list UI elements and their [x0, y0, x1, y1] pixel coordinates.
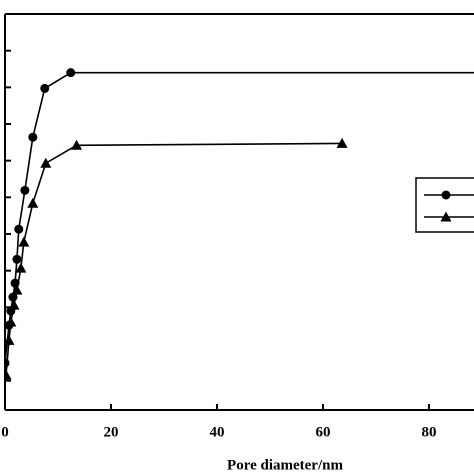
marker: [5, 316, 17, 327]
series-line: [5, 71, 474, 364]
marker: [11, 284, 23, 295]
legend-box: [415, 177, 474, 233]
marker: [8, 299, 20, 310]
marker: [40, 157, 52, 168]
marker: [5, 334, 15, 345]
marker: [336, 137, 348, 148]
plot-area: [5, 68, 474, 380]
series-line: [5, 142, 343, 376]
x-tick-label: 80: [421, 424, 436, 440]
marker: [71, 139, 83, 150]
marker: [66, 68, 76, 78]
marker: [28, 132, 38, 142]
x-tick-label: 20: [103, 424, 118, 440]
x-tick-label: 40: [209, 424, 224, 440]
marker: [18, 236, 30, 247]
x-axis-label: Pore diameter/nm: [227, 457, 343, 473]
marker: [5, 369, 12, 380]
x-tick-label: 0: [1, 424, 9, 440]
marker: [40, 83, 50, 93]
legend-marker: [440, 211, 452, 222]
marker: [14, 224, 24, 234]
marker: [27, 197, 39, 208]
legend-marker: [441, 190, 451, 200]
x-tick-label: 60: [315, 424, 330, 440]
marker: [5, 358, 10, 368]
marker: [15, 262, 27, 273]
marker: [20, 185, 30, 195]
marker: [12, 254, 22, 264]
legend: [415, 177, 474, 233]
